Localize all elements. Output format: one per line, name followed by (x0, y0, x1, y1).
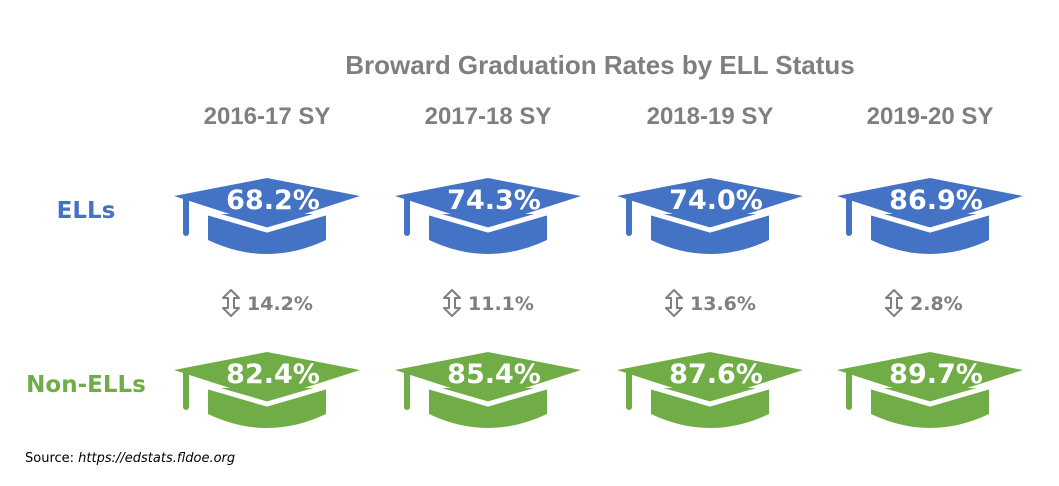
source-url: https://edstats.fldoe.org (78, 451, 236, 466)
graduation-cap-icon (617, 352, 803, 428)
cap-value-label: 89.7% (889, 359, 983, 390)
graduation-cap-icon (174, 352, 360, 428)
up-down-arrow-icon (443, 289, 461, 317)
gap-value-label: 13.6% (690, 293, 756, 315)
year-label: 2017-18 SY (425, 103, 552, 130)
year-label: 2018-19 SY (647, 103, 774, 130)
graduation-cap-icon (395, 352, 581, 428)
gap-value-label: 14.2% (247, 293, 313, 315)
cap-value-label: 74.3% (447, 185, 541, 216)
cap-value-label: 68.2% (226, 185, 320, 216)
row-label-ells: ELLs (57, 198, 116, 224)
up-down-arrow-icon (665, 289, 683, 317)
year-label: 2016-17 SY (204, 103, 331, 130)
cap-value-label: 86.9% (889, 185, 983, 216)
graduation-cap-icon (617, 178, 803, 254)
source-note: Source: https://edstats.fldoe.org (25, 451, 235, 466)
graduation-cap-icon (837, 178, 1023, 254)
gap-value-label: 2.8% (910, 293, 963, 315)
graduation-cap-icon (395, 178, 581, 254)
graduation-cap-icon (174, 178, 360, 254)
cap-value-label: 74.0% (669, 185, 763, 216)
chart-title: Broward Graduation Rates by ELL Status (345, 50, 855, 80)
source-label: Source: (25, 451, 75, 466)
year-label: 2019-20 SY (867, 103, 994, 130)
up-down-arrow-icon (885, 289, 903, 317)
graduation-cap-icon (837, 352, 1023, 428)
cap-value-label: 87.6% (669, 359, 763, 390)
row-label-non-ells: Non-ELLs (26, 372, 146, 398)
cap-value-label: 82.4% (226, 359, 320, 390)
up-down-arrow-icon (222, 289, 240, 317)
cap-value-label: 85.4% (447, 359, 541, 390)
gap-value-label: 11.1% (468, 293, 534, 315)
